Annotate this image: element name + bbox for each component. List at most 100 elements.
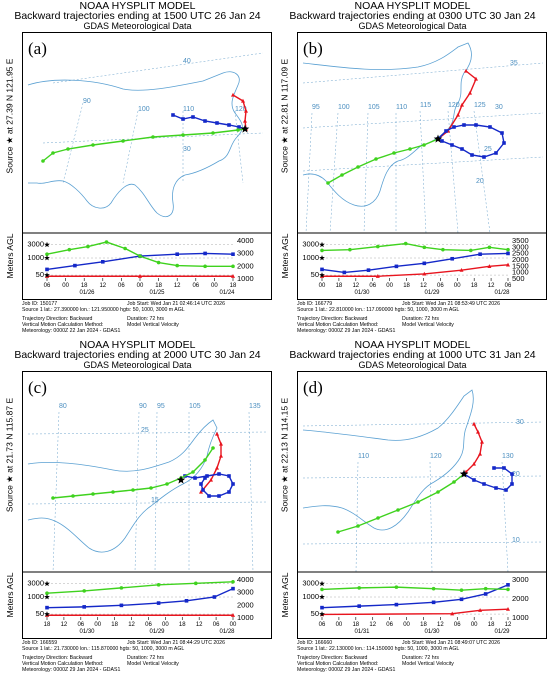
hour-tick-label: 06 — [44, 283, 51, 289]
source-label: Source ★ at 21.73 N 115.87 E — [4, 397, 15, 513]
low-trajectory-marker — [215, 465, 219, 470]
date-label: 01/30 — [354, 290, 370, 296]
coastline — [27, 419, 218, 553]
met-data-label: GDAS Meteorological Data — [358, 360, 467, 370]
high-trajectory-marker — [121, 139, 125, 143]
high-height-marker — [320, 248, 324, 253]
high-trajectory-marker — [408, 147, 412, 151]
vertical-method-value: Model Vertical Velocity — [127, 661, 179, 667]
meteorology-info: Meteorology: 0000Z 29 Jan 2024 - GDAS1 — [297, 328, 396, 334]
high-height-marker — [45, 591, 49, 595]
hour-tick-label: 12 — [420, 283, 427, 289]
source-label: Source ★ at 22.81 N 117.09 E — [279, 58, 290, 174]
model-title: NOAA HYSPLIT MODEL — [354, 339, 471, 351]
high-trajectory-marker — [211, 131, 215, 135]
longitude-label: 105 — [189, 403, 201, 410]
longitude-label: 95 — [312, 104, 320, 111]
trajectory-direction: Trajectory Direction: Backward — [297, 316, 368, 322]
low-trajectory-marker — [464, 68, 468, 73]
height-left-label: 50 — [311, 609, 319, 618]
mid-trajectory-marker — [231, 482, 235, 486]
high-height-marker — [441, 247, 445, 252]
low-trajectory-marker — [219, 453, 223, 458]
mid-trajectory-line — [463, 467, 513, 491]
mid-height-marker — [320, 267, 324, 272]
longitude-label: 130 — [502, 453, 514, 460]
mid-trajectory-marker — [492, 466, 496, 470]
mid-height-marker — [184, 599, 189, 603]
latitude-label: 40 — [183, 58, 191, 65]
height-axis-label: Meters AGL — [5, 233, 15, 279]
high-trajectory-marker — [422, 143, 426, 147]
meridian — [363, 112, 369, 234]
mid-height-marker — [394, 602, 399, 607]
height-left-label: 1000 — [27, 253, 44, 262]
mid-trajectory-marker — [227, 474, 231, 478]
low-trajectory-marker — [472, 461, 476, 466]
height-right-label: 1500 — [512, 261, 529, 270]
panel-title: Backward trajectories ending at 2000 UTC… — [14, 349, 261, 361]
high-trajectory-marker — [66, 147, 70, 151]
high-height-marker — [506, 247, 510, 252]
job-start: Job Start: Wed Jan 21 08:53:49 UTC 2026 — [402, 301, 500, 307]
hour-tick-label: 00 — [336, 622, 343, 628]
panel-title: Backward trajectories ending at 0300 UTC… — [289, 10, 536, 22]
job-start: Job Start: Wed Jan 21 02:46:14 UTC 2026 — [127, 301, 225, 307]
trajectory-panel-a: NOAA HYSPLIT MODEL Backward trajectories… — [0, 0, 275, 339]
low-height-marker — [231, 613, 235, 617]
vertical-method: Vertical Motion Calculation Method: — [297, 661, 379, 667]
height-left-label: 3000 — [27, 579, 44, 588]
high-trajectory-marker — [71, 494, 75, 498]
high-height-marker — [82, 589, 86, 593]
height-left-label: 3000 — [27, 240, 44, 249]
date-label: 01/30 — [424, 629, 440, 635]
low-trajectory-line — [200, 433, 222, 493]
low-trajectory-marker — [480, 439, 484, 444]
low-trajectory-marker — [460, 102, 464, 107]
high-height-marker — [67, 247, 72, 252]
hour-tick-label: 00 — [403, 622, 410, 628]
high-trajectory-marker — [41, 159, 45, 163]
mid-trajectory-marker — [217, 494, 221, 498]
job-id: Job ID: 166559 — [22, 640, 58, 646]
job-info: Job ID: 166660 Job Start: Wed Jan 21 08:4… — [297, 640, 547, 673]
source-coordinates: Source 1 lat.: 22.130000 lon.: 114.15000… — [297, 646, 460, 652]
high-height-marker — [156, 260, 161, 265]
hour-tick-label: 06 — [454, 622, 461, 628]
high-trajectory-marker — [211, 446, 215, 450]
hour-tick-label: 06 — [145, 622, 152, 628]
low-trajectory-marker — [476, 429, 480, 434]
low-trajectory-marker — [472, 421, 476, 426]
high-trajectory-marker — [165, 482, 169, 486]
date-label: 01/28 — [219, 629, 235, 635]
high-trajectory-marker — [374, 157, 378, 161]
panel-letter: (b) — [302, 39, 324, 58]
trajectory-map: 35 30 25 20 95 100 105 110 115 120 125 50 1000 3000 35… — [297, 32, 547, 300]
low-height-marker — [375, 274, 380, 278]
high-trajectory-marker — [336, 530, 340, 534]
mid-height-marker — [459, 597, 464, 602]
high-trajectory-marker — [91, 143, 95, 147]
trajectory-panel-b: NOAA HYSPLIT MODEL Backward trajectories… — [275, 0, 550, 339]
coastline — [302, 389, 474, 531]
hour-tick-label: 00 — [162, 622, 169, 628]
date-label: 01/29 — [149, 629, 165, 635]
latitude-label: 25 — [141, 427, 149, 434]
hour-tick-label: 12 — [196, 622, 203, 628]
latitude-label: 30 — [183, 146, 191, 153]
date-label: 01/25 — [149, 290, 165, 296]
low-trajectory-marker — [468, 90, 472, 95]
meteorology-info: Meteorology: 0000Z 22 Jan 2024 - GDAS1 — [22, 328, 121, 334]
mid-trajectory-marker — [450, 143, 454, 147]
met-data-label: GDAS Meteorological Data — [83, 21, 192, 31]
duration: Duration: 72 hrs — [402, 316, 439, 322]
hour-tick-label: 00 — [454, 283, 461, 289]
hour-tick-label: 06 — [77, 622, 84, 628]
high-trajectory-marker — [91, 492, 95, 496]
height-right-label: 4000 — [237, 575, 254, 584]
mid-trajectory-marker — [460, 147, 464, 151]
latitude-label: 35 — [510, 60, 518, 67]
high-height-marker — [431, 586, 436, 591]
mid-trajectory-marker — [237, 125, 241, 129]
height-right-label: 1000 — [237, 274, 254, 283]
